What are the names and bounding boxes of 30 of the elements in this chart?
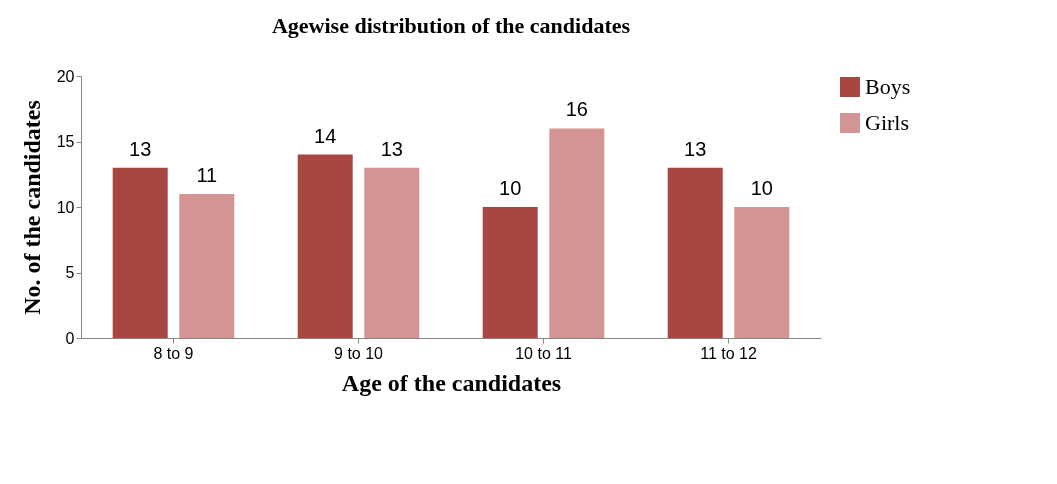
data-label: 16	[565, 98, 588, 121]
bar	[482, 207, 538, 338]
y-tick-label: 10	[56, 198, 75, 216]
bar	[734, 207, 790, 338]
data-label: 13	[129, 137, 152, 160]
x-axis-title: Age of the candidates	[341, 369, 562, 396]
x-tick-label: 8 to 9	[153, 344, 194, 362]
chart-title: Agewise distribution of the candidates	[271, 13, 631, 38]
y-tick-label: 15	[56, 133, 75, 150]
bar	[549, 128, 605, 338]
data-label: 13	[380, 137, 403, 160]
y-tick-label: 20	[56, 67, 75, 85]
x-tick-label: 11 to 12	[700, 344, 757, 362]
bar	[364, 167, 420, 338]
y-tick-label: 5	[65, 264, 75, 281]
y-tick-label: 0	[65, 329, 75, 347]
data-label: 13	[684, 137, 707, 160]
x-tick-label: 10 to 11	[515, 344, 572, 362]
x-tick-label: 9 to 10	[334, 344, 384, 362]
data-label: 14	[314, 124, 337, 147]
legend-label: Girls	[865, 110, 909, 135]
bar	[112, 167, 168, 338]
data-label: 10	[499, 177, 522, 199]
data-label: 10	[750, 177, 773, 199]
data-label: 11	[196, 163, 218, 186]
bar	[297, 154, 353, 338]
legend-label: Boys	[865, 74, 911, 99]
bar	[179, 193, 235, 338]
y-axis-title: No. of the candidates	[18, 100, 45, 315]
bar	[667, 167, 723, 338]
